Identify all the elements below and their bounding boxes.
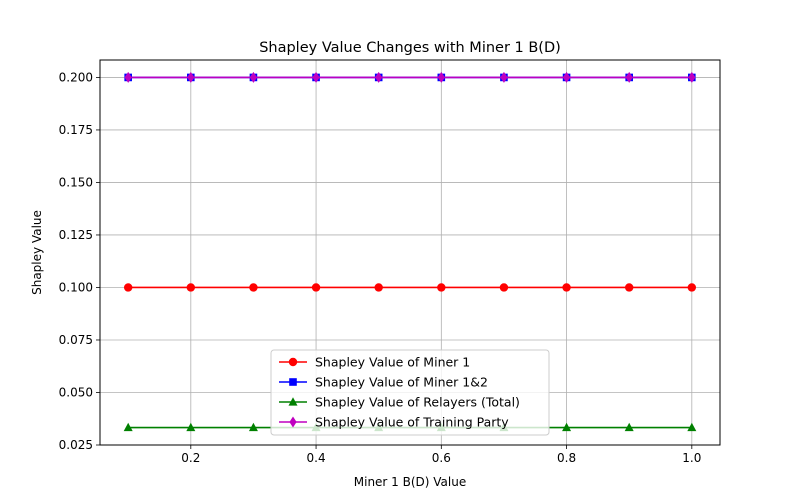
x-axis-label: Miner 1 B(D) Value — [354, 475, 466, 489]
data-point — [311, 283, 321, 292]
legend-marker — [288, 357, 298, 367]
data-point — [687, 283, 697, 292]
data-point — [375, 71, 383, 83]
data-point — [687, 422, 697, 432]
legend-label: Shapley Value of Miner 1&2 — [315, 375, 488, 390]
legend-marker — [289, 378, 297, 386]
plot-frame — [99, 59, 721, 446]
data-point — [437, 71, 445, 83]
legend-item: Shapley Value of Miner 1&2 — [279, 375, 488, 390]
data-point — [500, 71, 508, 83]
legend-item: Shapley Value of Miner 1 — [279, 355, 470, 370]
y-tick-label: 0.025 — [59, 438, 93, 452]
data-point — [249, 71, 258, 83]
y-tick-label: 0.150 — [59, 175, 93, 189]
legend-box — [270, 349, 550, 436]
legend-label: Shapley Value of Training Party — [315, 415, 509, 430]
legend-marker — [289, 416, 297, 428]
legend-label: Shapley Value of Relayers (Total) — [315, 395, 520, 410]
x-tick-label: 0.2 — [181, 451, 200, 465]
x-tick-label: 0.6 — [432, 451, 451, 465]
x-tick-label: 0.4 — [307, 451, 326, 465]
data-point — [186, 283, 196, 292]
y-tick-label: 0.200 — [59, 70, 93, 84]
data-point — [562, 71, 571, 83]
data-point — [312, 71, 320, 83]
y-tick-label: 0.075 — [59, 333, 93, 347]
series-circle — [123, 283, 697, 292]
data-point — [625, 71, 633, 83]
data-point — [562, 283, 571, 292]
y-tick-label: 0.100 — [59, 280, 93, 294]
data-point — [123, 283, 133, 292]
y-tick-label: 0.050 — [59, 385, 93, 399]
legend-marker — [288, 397, 298, 406]
legend-item: Shapley Value of Training Party — [279, 415, 509, 430]
data-point — [124, 71, 132, 83]
axes: 0.2 0.4 0.6 0.8 1.0 0.025 0.050 0.075 0.100 0.125… — [59, 70, 702, 465]
data-point — [688, 71, 696, 83]
data-point — [374, 283, 383, 292]
data-point — [562, 422, 572, 432]
data-point — [123, 422, 133, 432]
legend: Shapley Value of Miner 1 Shapley Value of… — [270, 349, 550, 436]
legend-label: Shapley Value of Miner 1 — [315, 355, 470, 370]
data-point — [624, 422, 634, 432]
y-axis-label: Shapley Value — [30, 210, 44, 295]
data-point — [624, 283, 634, 292]
data-point — [437, 283, 446, 292]
x-tick-label: 1.0 — [682, 451, 701, 465]
y-tick-label: 0.125 — [59, 228, 93, 242]
data-point — [249, 283, 258, 292]
legend-item: Shapley Value of Relayers (Total) — [279, 395, 520, 410]
x-tick-label: 0.8 — [557, 451, 576, 465]
chart-title: Shapley Value Changes with Miner 1 B(D) — [259, 40, 561, 56]
data-point — [248, 422, 258, 432]
data-point — [187, 71, 195, 83]
y-tick-label: 0.175 — [59, 123, 93, 137]
plot-series — [123, 71, 697, 432]
series-diamond — [124, 71, 696, 83]
data-point — [186, 422, 196, 432]
data-point — [499, 283, 509, 292]
